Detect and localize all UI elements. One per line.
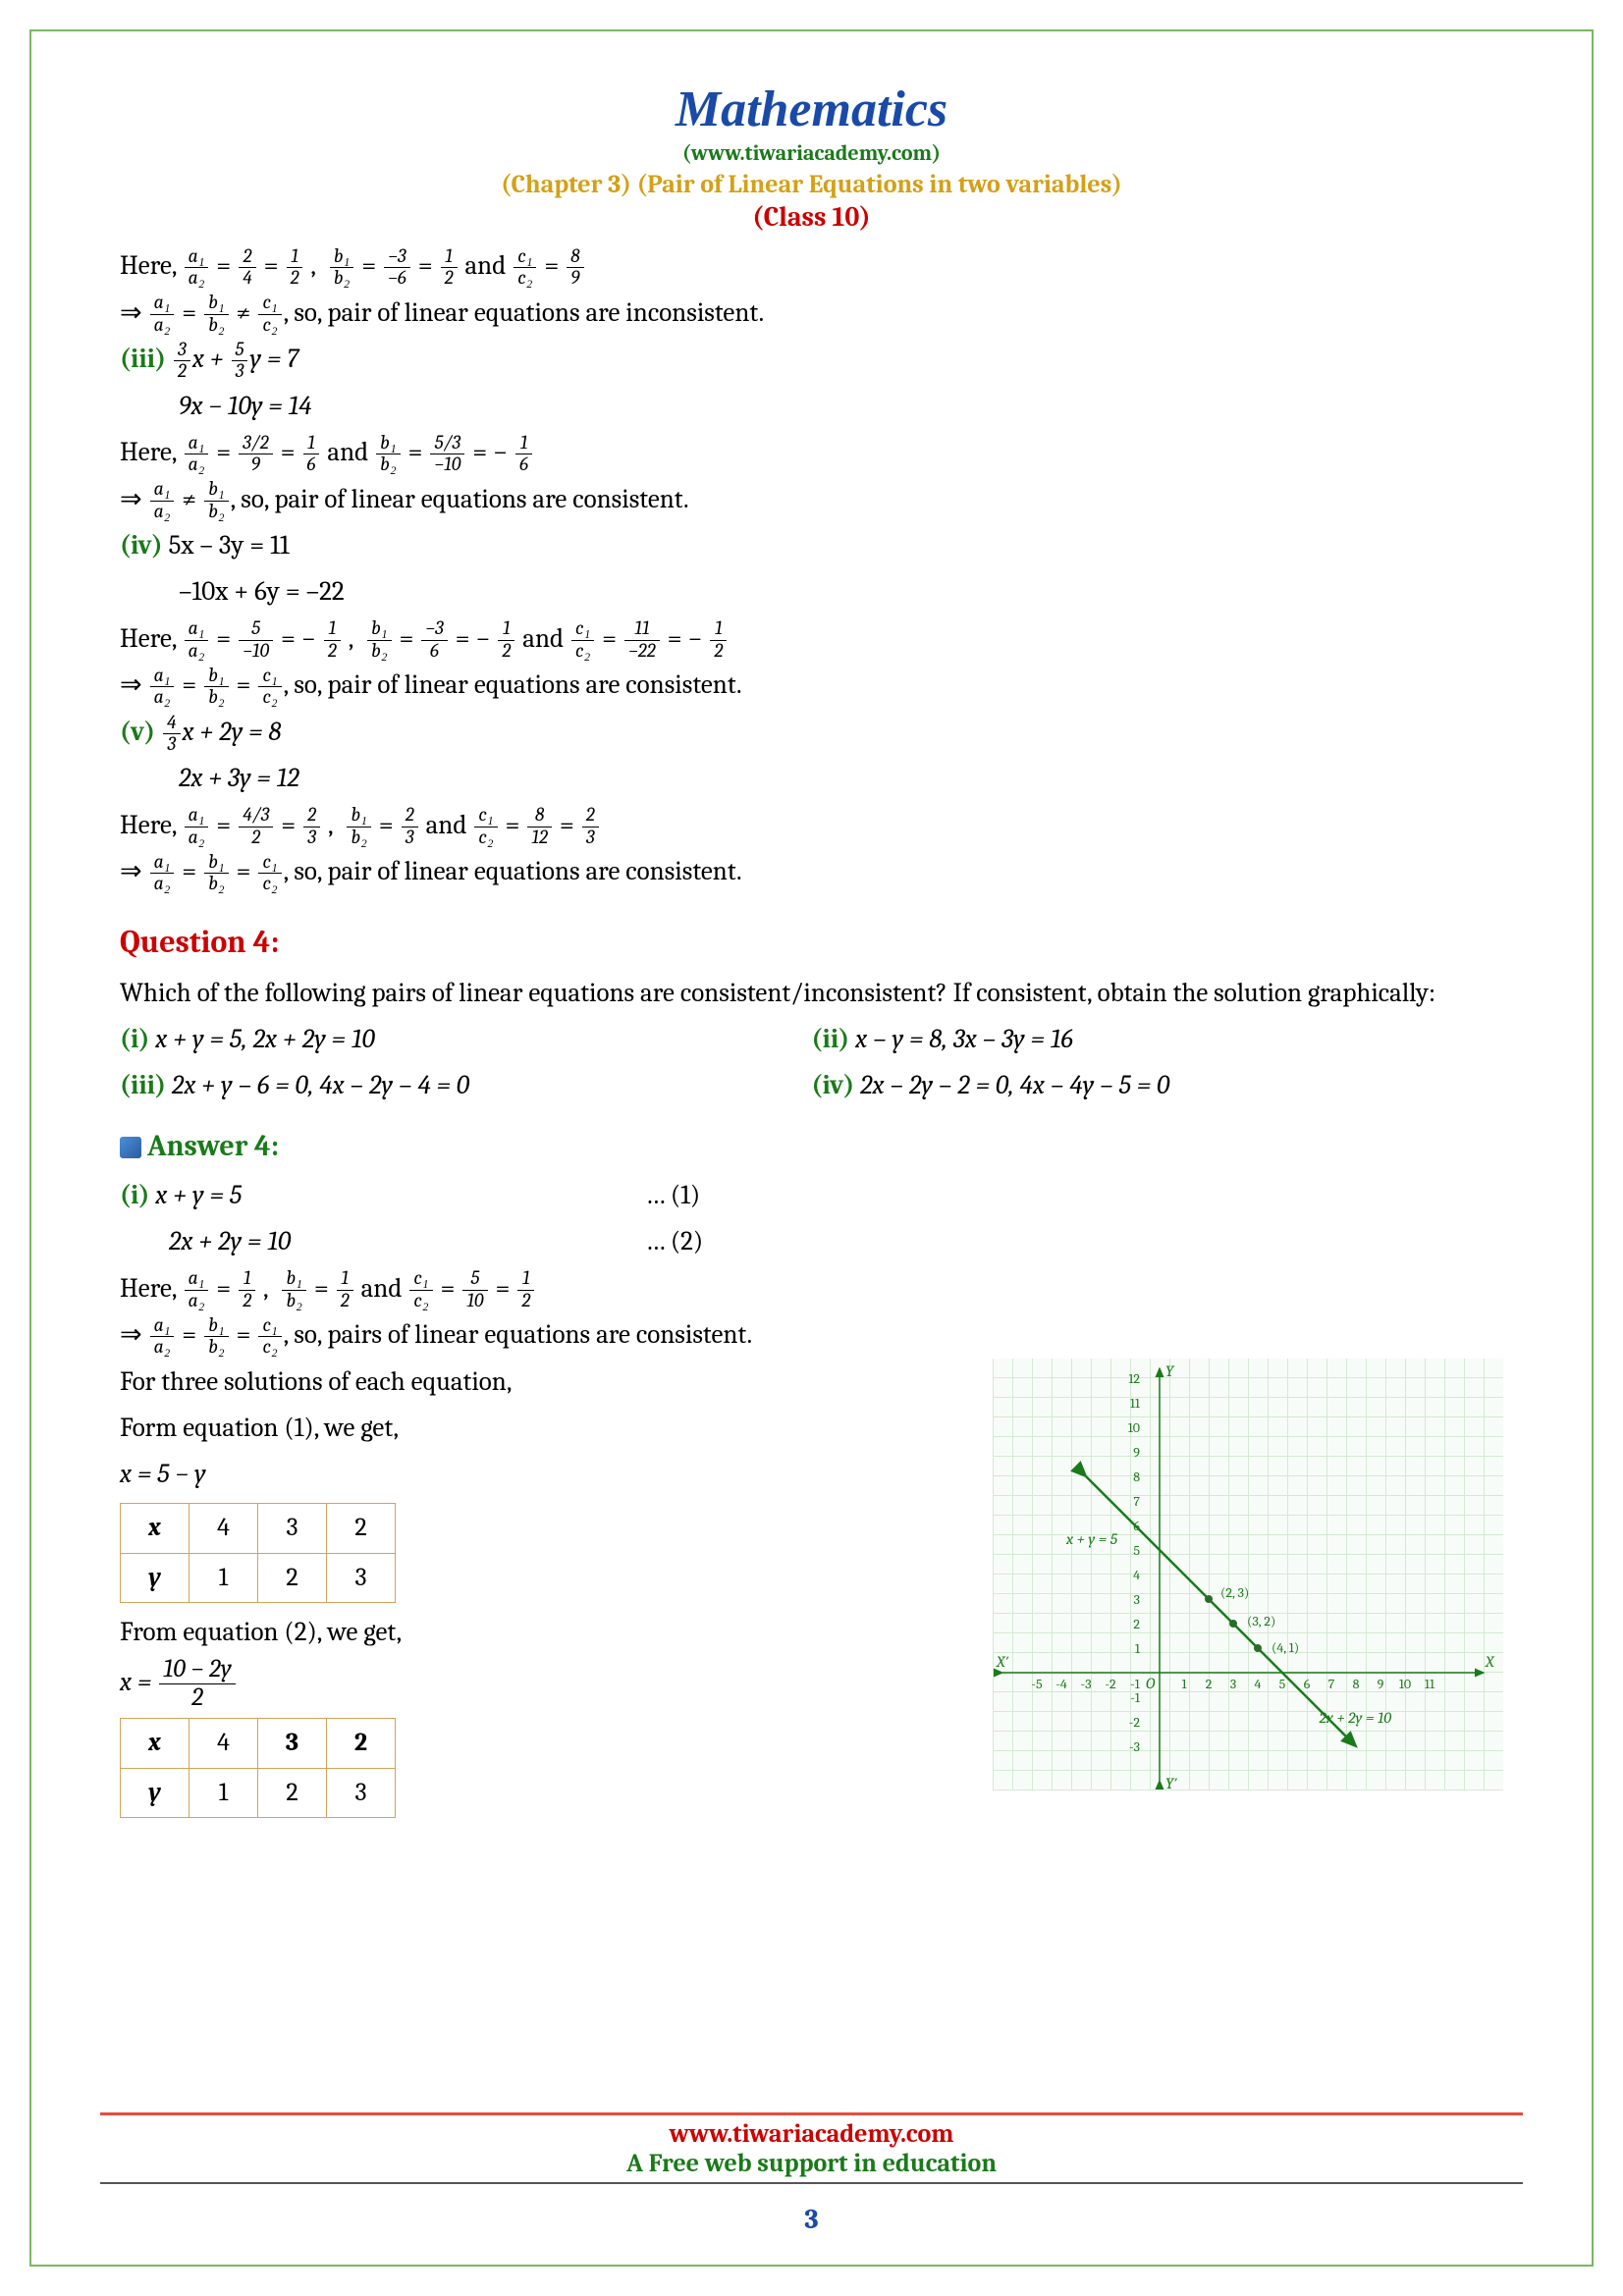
svg-text:O: O xyxy=(1146,1675,1156,1692)
svg-text:x + y = 5: x + y = 5 xyxy=(1065,1530,1118,1548)
class-line: (Class 10) xyxy=(120,201,1503,233)
answer-4-eq2: 2x + 2y = 10 … (2) xyxy=(120,1218,1503,1264)
sec-v-ratios: Here, a₁a₂ = 4/32 = 23 , b₁b₂ = 23 and c… xyxy=(120,802,1503,849)
answer-4-ratios: Here, a₁a₂ = 12 , b₁b₂ = 12 and c₁c₂ = 5… xyxy=(120,1265,1503,1312)
sec-iii-eq1: (iii) 32x + 53y = 7 xyxy=(120,336,1503,383)
svg-text:Y: Y xyxy=(1165,1362,1175,1380)
expr1: x = 5 − y xyxy=(120,1451,784,1497)
svg-text:7: 7 xyxy=(1328,1676,1335,1692)
sec-iii-ratios: Here, a₁a₂ = 3/29 = 16 and b₁b₂ = 5/3−10… xyxy=(120,429,1503,476)
svg-text:4: 4 xyxy=(1255,1676,1262,1692)
sec-ii-conclusion: ⇒ a₁a₂ = b₁b₂ ≠ c₁c₂, so, pair of linear… xyxy=(120,290,1503,337)
answer-4-heading: Answer 4: xyxy=(120,1121,1503,1173)
svg-text:X: X xyxy=(1485,1653,1495,1671)
svg-text:2: 2 xyxy=(1206,1676,1213,1692)
sec-iv-eq1: (iv) 5x – 3y = 11 xyxy=(120,522,1503,568)
svg-text:11: 11 xyxy=(1130,1395,1141,1412)
sol-intro: For three solutions of each equation, xyxy=(120,1359,784,1405)
graph-plot: YY′XX′O123456789101112-1-2-3-5-4-3-2-112… xyxy=(993,1359,1503,1790)
svg-text:-5: -5 xyxy=(1031,1676,1043,1692)
sec-v-conclusion: ⇒ a₁a₂ = b₁b₂ = c₁c₂, so, pair of linear… xyxy=(120,848,1503,895)
svg-text:8: 8 xyxy=(1353,1676,1360,1692)
form-eq1: Form equation (1), we get, xyxy=(120,1405,784,1451)
question-4-text: Which of the following pairs of linear e… xyxy=(120,970,1503,1016)
table-2: x432 y123 xyxy=(120,1718,396,1818)
sec-iv-conclusion: ⇒ a₁a₂ = b₁b₂ = c₁c₂, so, pair of linear… xyxy=(120,662,1503,709)
svg-text:(4, 1): (4, 1) xyxy=(1271,1639,1299,1656)
form-eq2: From equation (2), we get, xyxy=(120,1609,784,1655)
page-border: Mathematics (www.tiwariacademy.com) (Cha… xyxy=(29,29,1594,2267)
svg-text:3: 3 xyxy=(1230,1676,1236,1692)
svg-text:5: 5 xyxy=(1279,1676,1286,1692)
sec-iv-ratios: Here, a₁a₂ = 5−10 = − 12 , b₁b₂ = −36 = … xyxy=(120,615,1503,663)
page-footer: www.tiwariacademy.com A Free web support… xyxy=(31,2112,1592,2235)
svg-text:6: 6 xyxy=(1304,1676,1311,1692)
svg-text:-4: -4 xyxy=(1055,1676,1067,1692)
sec-v-eq2: 2x + 3y = 12 xyxy=(120,755,1503,801)
svg-text:4: 4 xyxy=(1133,1567,1140,1583)
table-1: x432 y123 xyxy=(120,1503,396,1603)
svg-text:1: 1 xyxy=(1135,1640,1141,1657)
svg-text:(2, 3): (2, 3) xyxy=(1220,1584,1249,1601)
footer-url: www.tiwariacademy.com xyxy=(31,2119,1592,2149)
svg-text:3: 3 xyxy=(1134,1591,1140,1608)
svg-text:-3: -3 xyxy=(1129,1738,1140,1755)
sec-iv-eq2: –10x + 6y = –22 xyxy=(120,568,1503,614)
question-4-heading: Question 4: xyxy=(120,915,1503,970)
svg-text:X′: X′ xyxy=(996,1653,1009,1671)
chapter-line: (Chapter 3) (Pair of Linear Equations in… xyxy=(120,170,1503,199)
svg-text:5: 5 xyxy=(1133,1542,1140,1559)
svg-text:2x + 2y = 10: 2x + 2y = 10 xyxy=(1319,1709,1392,1727)
svg-text:1: 1 xyxy=(1181,1676,1187,1692)
svg-text:9: 9 xyxy=(1378,1676,1384,1692)
footer-tag: A Free web support in education xyxy=(31,2149,1592,2178)
svg-text:-3: -3 xyxy=(1080,1676,1091,1692)
svg-text:9: 9 xyxy=(1133,1444,1140,1461)
sec-iii-eq2: 9x − 10y = 14 xyxy=(120,383,1503,429)
sec-ii-ratios: Here, a₁a₂ = 24 = 12 , b₁b₂ = −3−6 = 12 … xyxy=(120,242,1503,290)
page-title: Mathematics xyxy=(120,80,1503,138)
content-body: Here, a₁a₂ = 24 = 12 , b₁b₂ = −3−6 = 12 … xyxy=(120,242,1503,1824)
svg-text:2: 2 xyxy=(1133,1616,1140,1632)
question-4-options-row2: (iii) 2x + y – 6 = 0, 4x – 2y – 4 = 0 (i… xyxy=(120,1062,1503,1108)
svg-text:-1: -1 xyxy=(1130,1676,1141,1692)
answer-4-tables-graph: For three solutions of each equation, Fo… xyxy=(120,1359,1503,1824)
svg-text:12: 12 xyxy=(1128,1370,1140,1387)
answer-4-eq1: (i) x + y = 5 … (1) xyxy=(120,1172,1503,1218)
page-number: 3 xyxy=(31,2204,1592,2235)
page-header: Mathematics (www.tiwariacademy.com) (Cha… xyxy=(120,80,1503,233)
answer-icon xyxy=(120,1137,141,1158)
sec-iii-conclusion: ⇒ a₁a₂ ≠ b₁b₂, so, pair of linear equati… xyxy=(120,476,1503,523)
svg-text:7: 7 xyxy=(1133,1493,1140,1510)
svg-text:(3, 2): (3, 2) xyxy=(1247,1613,1275,1629)
expr2: x = 10 − 2y2 xyxy=(120,1656,784,1712)
svg-text:10: 10 xyxy=(1399,1676,1411,1692)
svg-text:10: 10 xyxy=(1128,1419,1140,1436)
svg-text:-2: -2 xyxy=(1129,1714,1141,1731)
header-url: (www.tiwariacademy.com) xyxy=(120,140,1503,166)
sec-v-eq1: (v) 43x + 2y = 8 xyxy=(120,709,1503,756)
svg-text:Y′: Y′ xyxy=(1165,1775,1177,1790)
question-4-options-row1: (i) x + y = 5, 2x + 2y = 10 (ii) x – y =… xyxy=(120,1016,1503,1062)
answer-4-conclusion: ⇒ a₁a₂ = b₁b₂ = c₁c₂, so, pairs of linea… xyxy=(120,1311,1503,1359)
svg-text:11: 11 xyxy=(1425,1676,1435,1692)
svg-text:-2: -2 xyxy=(1105,1676,1116,1692)
svg-text:8: 8 xyxy=(1133,1468,1140,1485)
